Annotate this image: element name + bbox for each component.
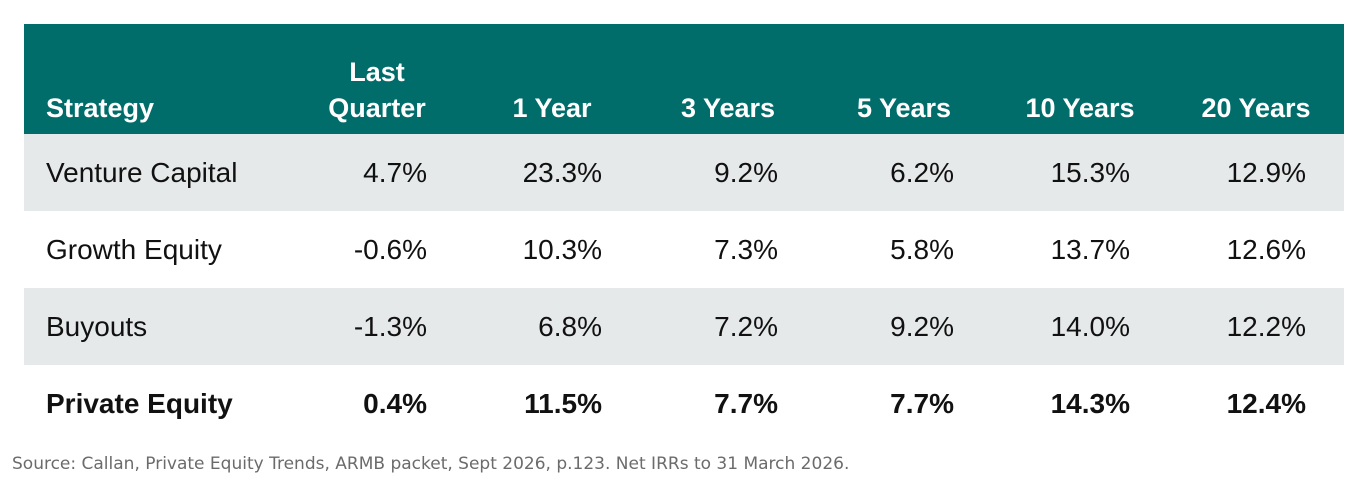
value-label: 6.8% [538,310,602,342]
header-strategy: Strategy [46,93,155,123]
cell-1-year: 23.3% [464,134,640,211]
header-1-year: 1 Year [512,93,592,123]
value-label: 12.9% [1226,156,1306,188]
value-label: 13.7% [1050,233,1130,265]
value-label: 9.2% [714,156,778,188]
header-3-years: 3 Years [680,93,776,123]
cell-5-years: 7.7% [816,365,992,442]
cell-5-years: 6.2% [816,134,992,211]
value-label: 5.8% [890,233,954,265]
cell-1-year: 11.5% [464,365,640,442]
cell-10-years: 14.0% [992,288,1168,365]
value-label: 6.2% [890,156,954,188]
cell-1-year: 10.3% [464,211,640,288]
cell-3-years: 7.3% [640,211,816,288]
table-row: Growth Equity -0.6% 10.3% 7.3% 5.8% 13.7… [24,211,1344,288]
value-label: 7.7% [890,387,954,419]
cell-3-years: 7.2% [640,288,816,365]
value-label: 7.3% [714,233,778,265]
returns-table: Strategy Last Quarter 1 Year 3 Years 5 Ye… [24,24,1344,442]
value-label: 12.2% [1226,310,1306,342]
header-5-years: 5 Years [856,93,952,123]
cell-1-year: 6.8% [464,288,640,365]
cell-5-years: 5.8% [816,211,992,288]
value-label: 15.3% [1050,156,1130,188]
cell-last-quarter: -1.3% [290,288,464,365]
source-note: Source: Callan, Private Equity Trends, A… [12,454,850,474]
value-label: 14.0% [1050,310,1130,342]
value-label: 11.5% [524,387,602,419]
cell-10-years: 13.7% [992,211,1168,288]
table-row: Buyouts -1.3% 6.8% 7.2% 9.2% 14.0% 12.2% [24,288,1344,365]
value-label: 4.7% [363,156,427,188]
value-label: 23.3% [522,156,602,188]
cell-20-years: 12.6% [1168,211,1344,288]
cell-5-years: 9.2% [816,288,992,365]
cell-last-quarter: -0.6% [290,211,464,288]
table-header: Strategy Last Quarter 1 Year 3 Years 5 Ye… [24,24,1344,134]
row-strategy-name: Private Equity [46,387,233,419]
cell-10-years: 14.3% [992,365,1168,442]
value-label: 0.4% [363,387,427,419]
header-last-quarter-line1: Last [349,57,405,87]
header-20-years: 20 Years [1201,93,1311,123]
cell-20-years: 12.4% [1168,365,1344,442]
returns-table-container: Strategy Last Quarter 1 Year 3 Years 5 Ye… [24,24,1344,442]
value-label: -1.3% [353,310,427,342]
cell-last-quarter: 4.7% [290,134,464,211]
row-strategy-name: Buyouts [46,310,148,342]
value-label: 7.2% [714,310,778,342]
cell-10-years: 15.3% [992,134,1168,211]
value-label: 12.6% [1226,233,1306,265]
header-row: Strategy Last Quarter 1 Year 3 Years 5 Ye… [24,24,1344,134]
row-strategy-name: Venture Capital [46,156,238,188]
value-label: 7.7% [714,387,778,419]
total-row: Private Equity 0.4% 11.5% 7.7% 7.7% 14.3… [24,365,1344,442]
value-label: 9.2% [890,310,954,342]
cell-3-years: 7.7% [640,365,816,442]
value-label: 14.3% [1050,387,1130,419]
cell-20-years: 12.9% [1168,134,1344,211]
cell-last-quarter: 0.4% [290,365,464,442]
table-row: Venture Capital 4.7% 23.3% 9.2% 6.2% 15.… [24,134,1344,211]
header-10-years: 10 Years [1025,93,1135,123]
cell-20-years: 12.2% [1168,288,1344,365]
row-strategy-name: Growth Equity [46,233,222,265]
value-label: -0.6% [353,233,427,265]
cell-3-years: 9.2% [640,134,816,211]
value-label: 10.3% [522,233,602,265]
header-last-quarter-line2: Quarter [328,93,426,123]
header-last-quarter: Last Quarter [290,24,464,134]
table-body: Venture Capital 4.7% 23.3% 9.2% 6.2% 15.… [24,134,1344,442]
value-label: 12.4% [1226,387,1306,419]
